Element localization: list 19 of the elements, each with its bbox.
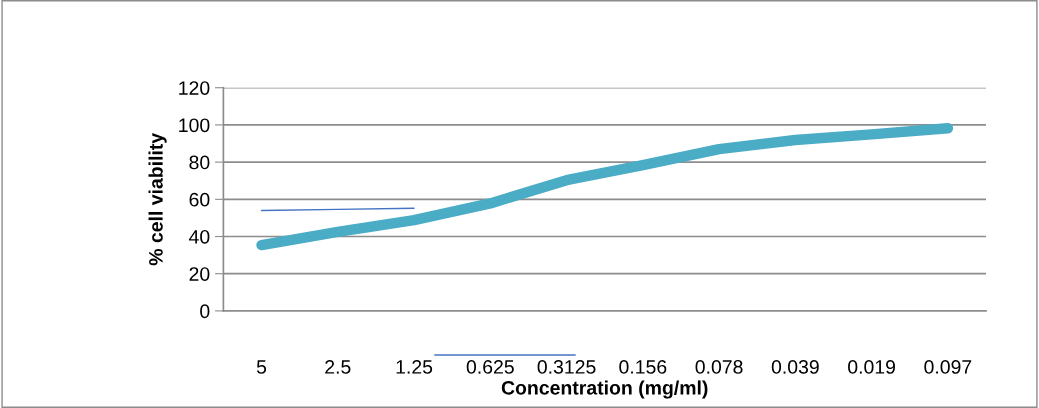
y-axis-title: % cell viability <box>148 132 167 266</box>
x-tick-label: 0.3125 <box>537 360 596 374</box>
y-tick-label: 60 <box>189 192 210 207</box>
x-tick-label: 0.097 <box>924 360 972 374</box>
y-tick-label: 0 <box>200 304 210 319</box>
y-tick-label: 40 <box>189 229 210 244</box>
x-tick-label: 0.019 <box>848 360 896 374</box>
x-tick-label: 0.039 <box>771 360 819 374</box>
y-tick-label: 100 <box>179 118 210 133</box>
x-tick-label: 5 <box>256 360 267 374</box>
x-tick-label: 0.078 <box>695 360 743 374</box>
x-tick-label: 0.156 <box>619 360 667 374</box>
y-tick-label: 80 <box>189 155 210 170</box>
x-tick-label: 2.5 <box>325 360 351 374</box>
x-axis-title: Concentration (mg/ml) <box>501 380 708 399</box>
y-tick-label: 120 <box>179 81 210 95</box>
x-tick-label: 1.25 <box>396 360 433 374</box>
x-tick-label: 0.625 <box>466 360 514 374</box>
y-tick-label: 20 <box>189 267 210 281</box>
